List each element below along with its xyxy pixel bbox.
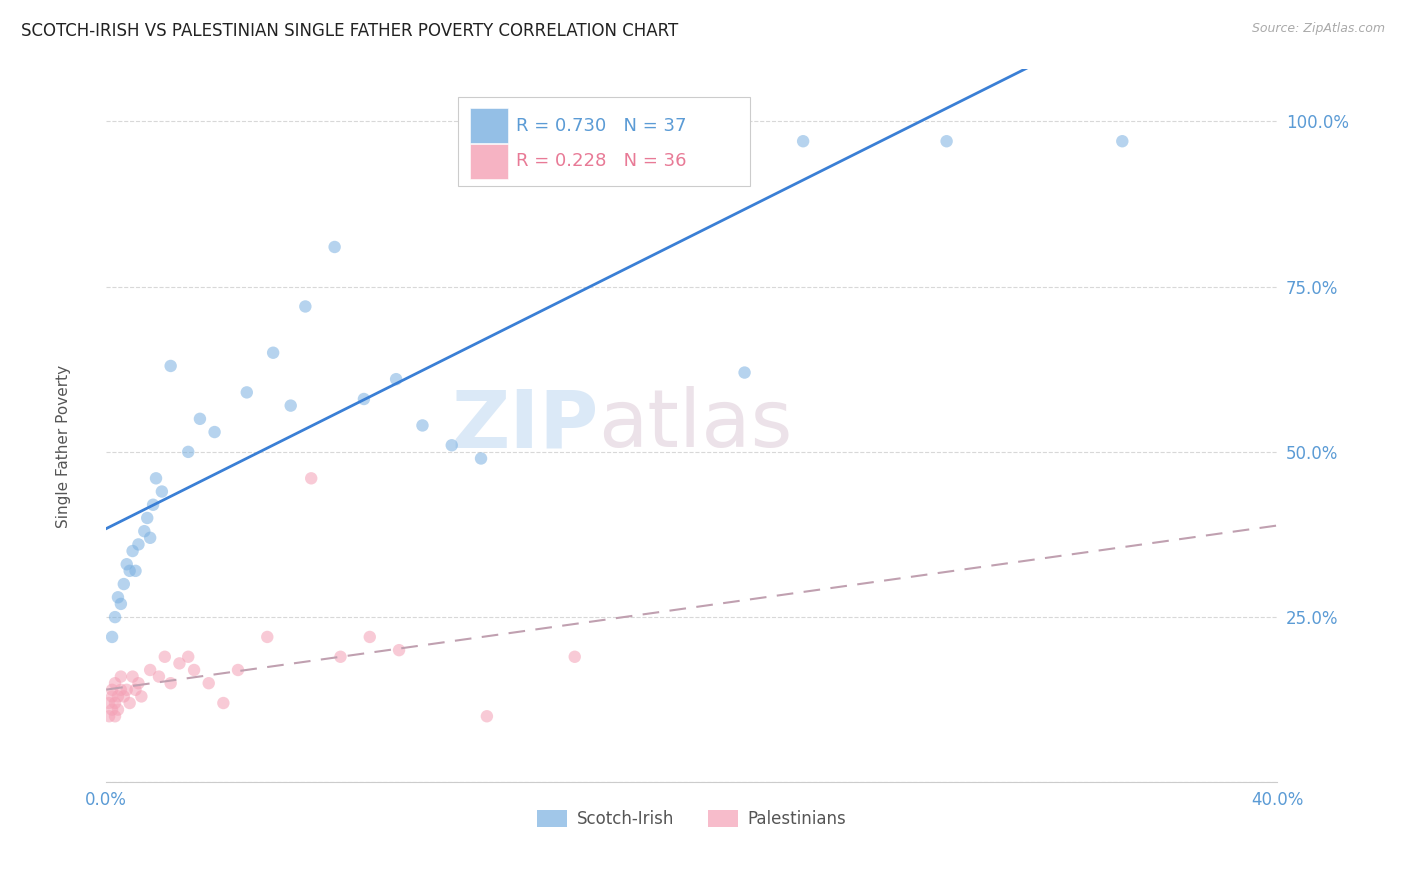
- Text: Single Father Poverty: Single Father Poverty: [56, 365, 70, 527]
- Point: [148, 670, 170, 684]
- Point: [104, 676, 127, 690]
- Point: [115, 682, 138, 697]
- Point: [1111, 134, 1133, 148]
- Point: [127, 537, 149, 551]
- Point: [475, 709, 498, 723]
- Point: [124, 564, 146, 578]
- Point: [935, 134, 957, 148]
- Point: [388, 643, 411, 657]
- Point: [440, 438, 463, 452]
- Point: [107, 703, 129, 717]
- Point: [323, 240, 346, 254]
- Point: [540, 134, 562, 148]
- Point: [121, 544, 143, 558]
- Point: [792, 134, 814, 148]
- Point: [118, 696, 141, 710]
- Point: [734, 366, 756, 380]
- Point: [112, 690, 135, 704]
- Point: [98, 709, 121, 723]
- Point: [177, 649, 200, 664]
- Point: [101, 690, 124, 704]
- Text: atlas: atlas: [598, 386, 793, 465]
- Legend: Scotch-Irish, Palestinians: Scotch-Irish, Palestinians: [530, 803, 853, 835]
- Point: [294, 300, 316, 314]
- Point: [139, 531, 162, 545]
- Point: [124, 682, 146, 697]
- Point: [110, 682, 132, 697]
- Point: [121, 670, 143, 684]
- Point: [101, 703, 124, 717]
- Point: [115, 558, 138, 572]
- Point: [262, 345, 284, 359]
- Point: [169, 657, 191, 671]
- Point: [110, 597, 132, 611]
- Point: [299, 471, 322, 485]
- FancyBboxPatch shape: [471, 108, 508, 143]
- Point: [107, 690, 129, 704]
- Text: R = 0.730   N = 37: R = 0.730 N = 37: [516, 117, 686, 135]
- Point: [101, 630, 124, 644]
- Point: [131, 690, 153, 704]
- Text: Source: ZipAtlas.com: Source: ZipAtlas.com: [1251, 22, 1385, 36]
- Point: [385, 372, 408, 386]
- Point: [153, 649, 176, 664]
- Point: [142, 498, 165, 512]
- Point: [110, 670, 132, 684]
- Text: R = 0.228   N = 36: R = 0.228 N = 36: [516, 153, 686, 170]
- Point: [197, 676, 219, 690]
- Point: [177, 445, 200, 459]
- Point: [236, 385, 259, 400]
- Point: [127, 676, 149, 690]
- Point: [136, 511, 159, 525]
- Point: [470, 451, 492, 466]
- Point: [145, 471, 167, 485]
- Point: [329, 649, 352, 664]
- Point: [101, 682, 124, 697]
- Point: [586, 134, 609, 148]
- Text: SCOTCH-IRISH VS PALESTINIAN SINGLE FATHER POVERTY CORRELATION CHART: SCOTCH-IRISH VS PALESTINIAN SINGLE FATHE…: [21, 22, 678, 40]
- Point: [212, 696, 235, 710]
- Point: [353, 392, 375, 406]
- FancyBboxPatch shape: [471, 144, 508, 178]
- Text: ZIP: ZIP: [451, 386, 598, 465]
- Point: [139, 663, 162, 677]
- Point: [150, 484, 173, 499]
- Point: [226, 663, 249, 677]
- Point: [112, 577, 135, 591]
- Point: [104, 709, 127, 723]
- Point: [104, 610, 127, 624]
- Point: [188, 412, 211, 426]
- Point: [118, 564, 141, 578]
- Point: [558, 134, 581, 148]
- Point: [159, 359, 181, 373]
- Point: [280, 399, 302, 413]
- FancyBboxPatch shape: [457, 97, 751, 186]
- Point: [204, 425, 226, 439]
- Point: [564, 649, 586, 664]
- Point: [104, 696, 127, 710]
- Point: [359, 630, 381, 644]
- Point: [134, 524, 156, 539]
- Point: [256, 630, 278, 644]
- Point: [159, 676, 181, 690]
- Point: [107, 591, 129, 605]
- Point: [411, 418, 433, 433]
- Point: [183, 663, 205, 677]
- Point: [98, 696, 121, 710]
